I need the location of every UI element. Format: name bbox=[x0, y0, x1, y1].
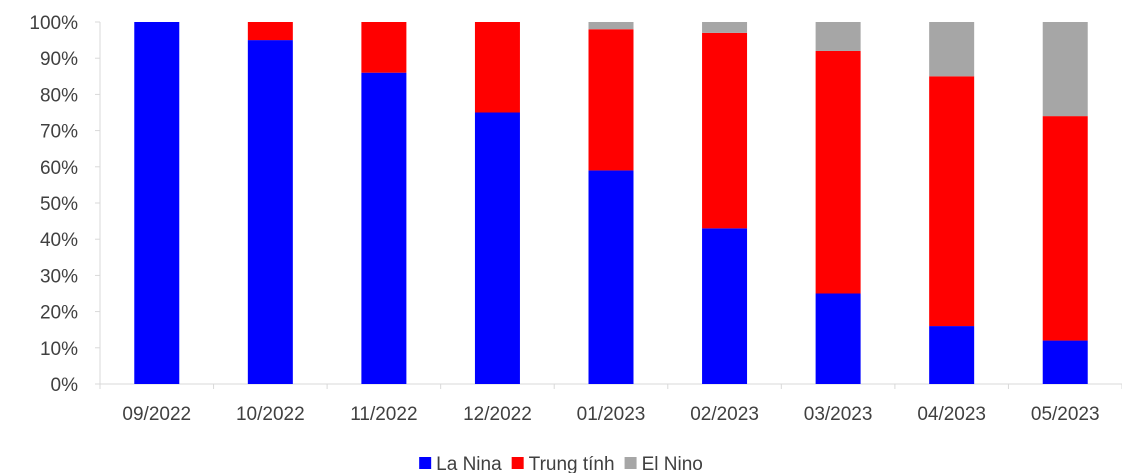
legend-label: El Nino bbox=[642, 454, 703, 473]
legend: La Nina Trung tính El Nino bbox=[419, 454, 703, 473]
legend-label: La Nina bbox=[436, 454, 502, 473]
x-axis-tick-labels: 09/2022 10/2022 11/2022 12/2022 01/2023 02/20… bbox=[122, 404, 1099, 425]
bar-segment bbox=[474, 112, 520, 384]
x-tick-label: 03/2023 bbox=[804, 404, 873, 425]
bar-segment bbox=[361, 72, 407, 385]
x-tick-label: 09/2022 bbox=[122, 404, 191, 425]
bar-segment bbox=[247, 40, 293, 384]
y-tick-label: 80% bbox=[40, 85, 78, 106]
y-tick-label: 0% bbox=[51, 375, 79, 396]
bar-segment bbox=[588, 29, 634, 171]
bar-segment bbox=[361, 22, 407, 73]
bar-series bbox=[134, 22, 1088, 385]
bar-segment bbox=[702, 228, 748, 384]
y-tick-label: 60% bbox=[40, 158, 78, 179]
y-tick-label: 30% bbox=[40, 266, 78, 287]
x-tick-label: 10/2022 bbox=[236, 404, 305, 425]
x-tick-label: 05/2023 bbox=[1031, 404, 1100, 425]
y-tick-label: 90% bbox=[40, 49, 78, 70]
bar-segment bbox=[247, 22, 293, 41]
x-tick-label: 12/2022 bbox=[463, 404, 532, 425]
bar-segment bbox=[1042, 340, 1088, 384]
legend-swatch bbox=[511, 457, 524, 469]
bar-segment bbox=[474, 22, 520, 113]
y-tick-label: 40% bbox=[40, 230, 78, 251]
bar-segment bbox=[702, 22, 748, 33]
y-tick-label: 50% bbox=[40, 194, 78, 215]
y-tick-label: 100% bbox=[29, 13, 78, 34]
bar-segment bbox=[929, 76, 975, 327]
x-tick-label: 11/2022 bbox=[350, 404, 417, 425]
y-tick-label: 20% bbox=[40, 303, 78, 324]
y-tick-label: 10% bbox=[40, 339, 78, 360]
bar-segment bbox=[588, 22, 634, 30]
bar-segment bbox=[702, 32, 748, 229]
x-tick-label: 02/2023 bbox=[690, 404, 759, 425]
bar-segment bbox=[815, 22, 861, 51]
bar-segment bbox=[1042, 116, 1088, 341]
bar-segment bbox=[929, 22, 975, 77]
x-tick-label: 01/2023 bbox=[577, 404, 646, 425]
legend-swatch bbox=[419, 457, 432, 469]
x-tick-label: 04/2023 bbox=[917, 404, 986, 425]
y-tick-label: 70% bbox=[40, 122, 78, 143]
y-axis-tick-labels: 0% 10% 20% 30% 40% 50% 60% 70% 80% 90% 100% bbox=[29, 13, 78, 396]
bar-segment bbox=[815, 50, 861, 294]
legend-swatch bbox=[624, 457, 637, 469]
legend-label: Trung tính bbox=[529, 454, 615, 473]
bar-segment bbox=[588, 170, 634, 384]
bar-segment bbox=[1042, 22, 1088, 117]
bar-segment bbox=[134, 22, 180, 384]
bar-segment bbox=[815, 293, 861, 384]
bar-segment bbox=[929, 326, 975, 384]
